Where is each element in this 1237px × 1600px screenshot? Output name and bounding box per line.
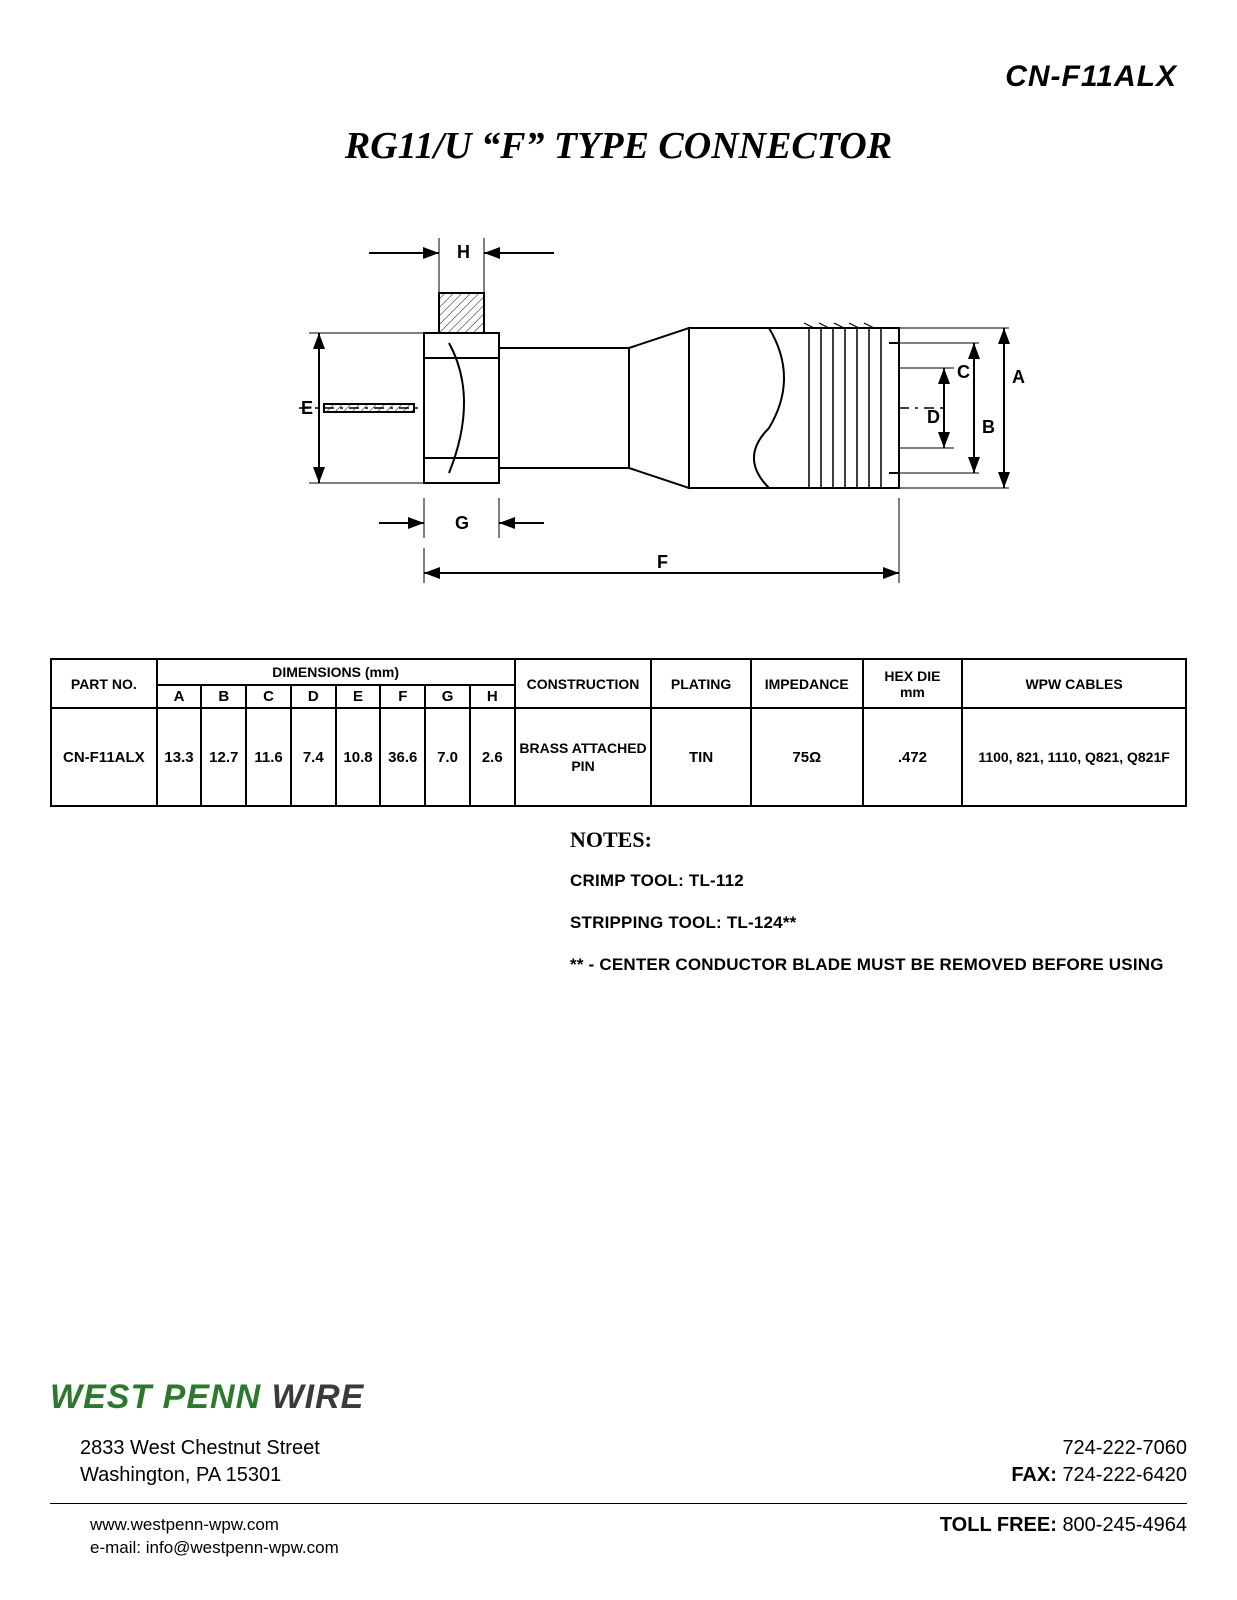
th-dim-F: F (380, 685, 425, 708)
th-hexdie-top: HEX DIE (884, 668, 940, 684)
th-dim-G: G (425, 685, 470, 708)
td-B: 12.7 (201, 708, 246, 806)
th-dim-E: E (336, 685, 381, 708)
td-partno: CN-F11ALX (51, 708, 157, 806)
footer-divider (50, 1503, 1187, 1504)
td-hexdie: .472 (863, 708, 962, 806)
dim-label-H: H (457, 242, 470, 262)
th-dim-A: A (157, 685, 202, 708)
dim-label-E: E (301, 398, 313, 418)
td-wpw: 1100, 821, 1110, Q821, Q821F (962, 708, 1186, 806)
td-H: 2.6 (470, 708, 515, 806)
th-impedance: IMPEDANCE (751, 659, 863, 708)
th-construction: CONSTRUCTION (515, 659, 652, 708)
brand-logo: WEST PENN WIRE (50, 1378, 1187, 1417)
model-code: CN-F11ALX (50, 60, 1187, 94)
td-plating: TIN (651, 708, 750, 806)
phone-block: 724-222-7060 FAX: 724-222-6420 (1011, 1435, 1187, 1489)
brand-black: WIRE (261, 1378, 364, 1416)
fax: 724-222-6420 (1062, 1464, 1187, 1486)
th-dim-D: D (291, 685, 336, 708)
tollfree-label: TOLL FREE: (940, 1514, 1057, 1536)
th-dim-C: C (246, 685, 291, 708)
web-block: www.westpenn-wpw.com e-mail: info@westpe… (50, 1514, 339, 1560)
td-C: 11.6 (246, 708, 291, 806)
th-hexdie-sub: mm (900, 684, 925, 700)
th-dimensions: DIMENSIONS (mm) (157, 659, 515, 685)
th-hexdie: HEX DIE mm (863, 659, 962, 708)
dim-label-A: A (1012, 367, 1025, 387)
page-title: RG11/U “F” TYPE CONNECTOR (50, 124, 1187, 168)
td-G: 7.0 (425, 708, 470, 806)
address-block: 2833 West Chestnut Street Washington, PA… (50, 1435, 320, 1489)
td-A: 13.3 (157, 708, 202, 806)
brand-green: WEST PENN (50, 1378, 261, 1416)
notes-line-1: CRIMP TOOL: TL-112 (570, 871, 1187, 891)
td-impedance: 75Ω (751, 708, 863, 806)
dim-label-F: F (657, 552, 668, 572)
email-label: e-mail: (90, 1538, 146, 1557)
dim-label-C: C (957, 362, 970, 382)
td-F: 36.6 (380, 708, 425, 806)
dim-label-B: B (982, 417, 995, 437)
th-dim-B: B (201, 685, 246, 708)
notes-line-3: ** - CENTER CONDUCTOR BLADE MUST BE REMO… (570, 955, 1187, 975)
dim-label-D: D (927, 407, 940, 427)
email: info@westpenn-wpw.com (146, 1538, 339, 1557)
tollfree-block: TOLL FREE: 800-245-4964 (940, 1514, 1187, 1537)
phone: 724-222-7060 (1011, 1435, 1187, 1462)
th-dim-H: H (470, 685, 515, 708)
td-E: 10.8 (336, 708, 381, 806)
tollfree: 800-245-4964 (1062, 1514, 1187, 1536)
th-partno: PART NO. (51, 659, 157, 708)
fax-label: FAX: (1011, 1464, 1057, 1486)
connector-diagram: H E G F (50, 198, 1187, 623)
notes-heading: NOTES: (570, 827, 1187, 853)
address-line1: 2833 West Chestnut Street (80, 1435, 320, 1462)
notes-line-2: STRIPPING TOOL: TL-124** (570, 913, 1187, 933)
footer: WEST PENN WIRE 2833 West Chestnut Street… (50, 1378, 1187, 1560)
website: www.westpenn-wpw.com (90, 1514, 339, 1537)
spec-table: PART NO. DIMENSIONS (mm) CONSTRUCTION PL… (50, 658, 1187, 807)
address-line2: Washington, PA 15301 (80, 1462, 320, 1489)
td-D: 7.4 (291, 708, 336, 806)
notes-section: NOTES: CRIMP TOOL: TL-112 STRIPPING TOOL… (570, 827, 1187, 975)
th-wpw: WPW CABLES (962, 659, 1186, 708)
th-plating: PLATING (651, 659, 750, 708)
dim-label-G: G (455, 513, 469, 533)
td-construction: BRASS ATTACHED PIN (515, 708, 652, 806)
